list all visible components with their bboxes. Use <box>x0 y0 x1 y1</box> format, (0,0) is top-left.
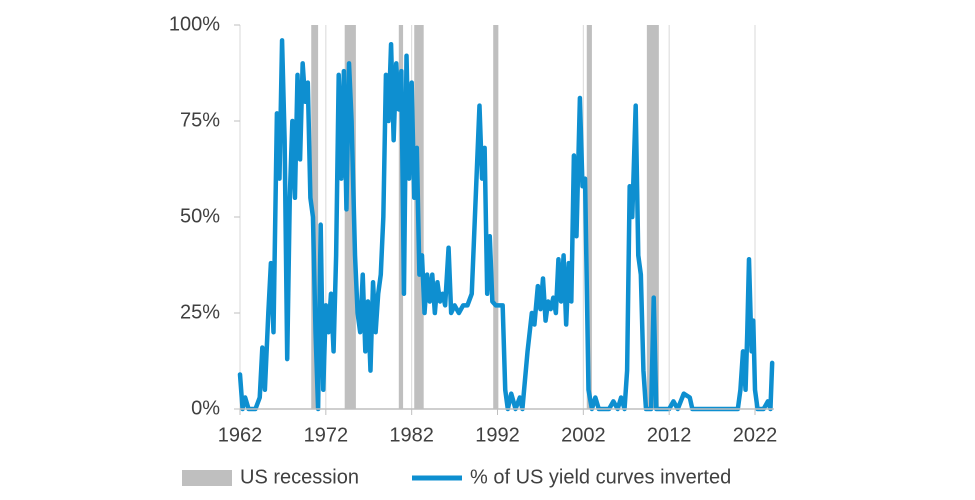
x-tick-label: 2002 <box>561 424 606 446</box>
legend-label: US recession <box>240 466 359 488</box>
y-tick-label: 0% <box>191 397 220 419</box>
legend-label: % of US yield curves inverted <box>470 466 731 488</box>
x-tick-label: 2022 <box>733 424 778 446</box>
recession-band <box>344 25 356 409</box>
x-tick-label: 1992 <box>475 424 520 446</box>
series <box>237 38 775 412</box>
axes: 1962 1972 1982 1992 2002 2012 2022 0% 25% 50% 75% 1… <box>169 13 777 446</box>
recession-band <box>493 25 499 409</box>
recession-band <box>586 25 592 409</box>
x-tick-label: 1972 <box>304 424 349 446</box>
series-line <box>237 38 775 412</box>
y-tick-label: 100% <box>169 13 220 35</box>
y-tick-label: 25% <box>180 301 220 323</box>
legend-swatch <box>182 470 232 486</box>
x-tick-label: 1982 <box>389 424 434 446</box>
x-tick-label: 2012 <box>647 424 692 446</box>
legend: US recession % of US yield curves invert… <box>182 466 731 488</box>
y-tick-label: 50% <box>180 205 220 227</box>
y-tick-label: 75% <box>180 109 220 131</box>
x-tick-label: 1962 <box>218 424 263 446</box>
